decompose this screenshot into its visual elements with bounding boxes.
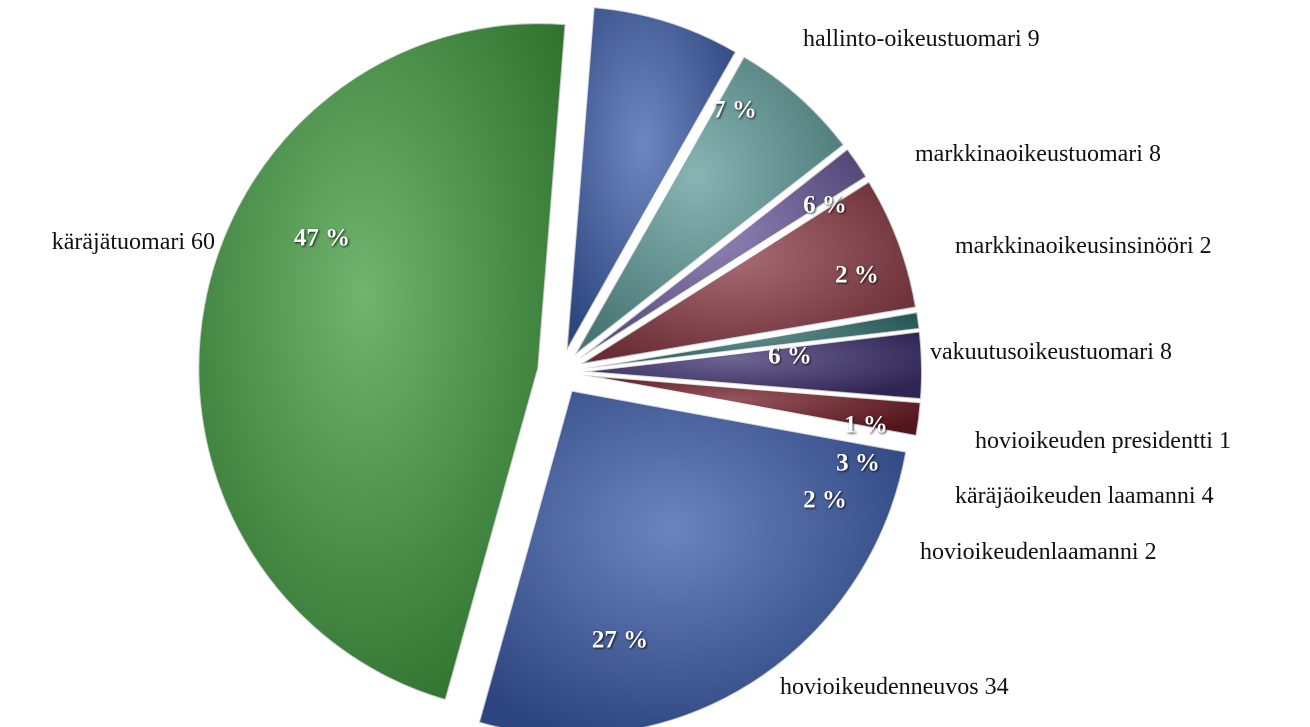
slice-shine (581, 312, 920, 369)
slices (197, 6, 923, 727)
slice-label: vakuutusoikeustuomari 8 (930, 339, 1172, 365)
slice-label: hallinto-oikeustuomari 9 (803, 26, 1040, 52)
slice-label: käräjätuomari 60 (52, 229, 215, 255)
slice-value: 9 (1028, 26, 1040, 52)
slice-shine (574, 56, 844, 356)
percent-label: 3 % (836, 450, 880, 477)
slice-value: 4 (1202, 483, 1214, 509)
category-name: hovioikeudenneuvos (780, 674, 979, 700)
category-name: käräjäoikeuden laamanni (955, 483, 1196, 509)
slice-shine (478, 390, 907, 727)
slice-value: 60 (191, 229, 215, 255)
slice-shine (578, 148, 867, 360)
slice-shine (581, 374, 921, 436)
slice-value: 1 (1219, 428, 1231, 454)
percent-label: 47 % (294, 225, 350, 252)
slice-label: käräjäoikeuden laamanni 4 (955, 483, 1214, 509)
labels: hallinto-oikeustuomari 9 7 % markkinaoikeu… (52, 26, 1231, 700)
category-name: hovioikeudenlaamanni (920, 539, 1139, 565)
category-name: hallinto-oikeustuomari (803, 26, 1022, 52)
slice-shine (198, 23, 566, 701)
percent-label: 1 % (844, 412, 888, 439)
slice-shine (581, 331, 922, 400)
slice-value: 2 (1145, 539, 1157, 565)
slice-label: hovioikeudenlaamanni 2 (920, 539, 1157, 565)
slice-value: 34 (985, 674, 1009, 700)
category-name: hovioikeuden presidentti (975, 428, 1213, 454)
slice-shine (580, 181, 916, 365)
percent-label: 6 % (803, 192, 847, 219)
percent-label: 2 % (803, 487, 847, 514)
percent-label: 6 % (768, 343, 812, 370)
slice-shine (566, 7, 736, 351)
percent-label: 2 % (835, 262, 879, 289)
slice-value: 2 (1200, 233, 1212, 259)
slice-value: 8 (1160, 339, 1172, 365)
percent-label: 7 % (713, 97, 757, 124)
slice-label: markkinaoikeustuomari 8 (915, 141, 1161, 167)
slice-label: hovioikeuden presidentti 1 (975, 428, 1231, 454)
slice-label: hovioikeudenneuvos 34 (780, 674, 1009, 700)
category-name: käräjätuomari (52, 229, 186, 255)
slice-label: markkinaoikeusinsinööri 2 (955, 233, 1212, 259)
percent-label: 27 % (592, 627, 648, 654)
category-name: markkinaoikeusinsinööri (955, 233, 1194, 259)
slice-value: 8 (1149, 141, 1161, 167)
category-name: vakuutusoikeustuomari (930, 339, 1154, 365)
category-name: markkinaoikeustuomari (915, 141, 1143, 167)
